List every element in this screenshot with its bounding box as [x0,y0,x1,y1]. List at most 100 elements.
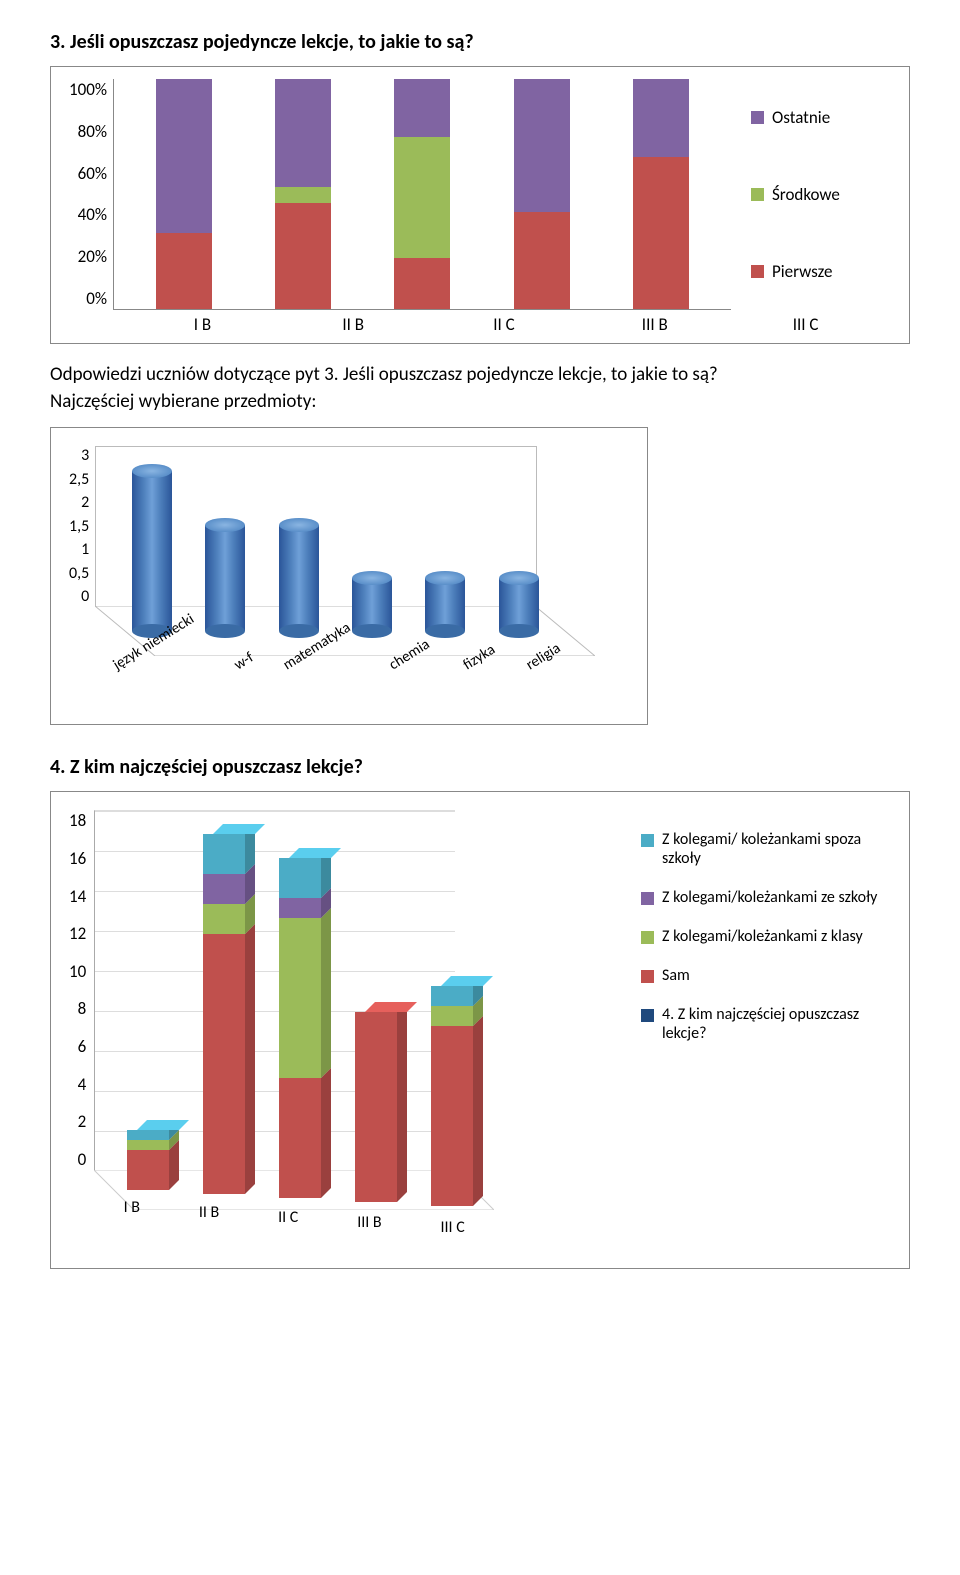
c3-xtick: I B [124,1198,140,1248]
c3-seg-sam [355,1012,397,1202]
c2-xtick: chemia [386,636,455,710]
chart-q4: 024681012141618 I BII BII CIII BIII C Z … [50,791,910,1269]
c3-seg-spoza [203,834,245,874]
ytick: 6 [78,1036,87,1057]
legend-item: Sam [641,966,891,985]
ytick: 18 [69,810,86,831]
c3-seg-sam [279,1078,321,1198]
c1-seg-srodkowe [275,187,331,203]
c1-seg-pierwsze [394,258,450,309]
legend-label: Z kolegami/ koleżankami spoza szkoły [662,830,891,868]
ytick: 10 [69,961,86,982]
c1-seg-ostatnie [514,79,570,212]
ytick: 2,5 [69,470,89,489]
c3-seg-szkola [279,898,321,918]
cylinder-bar [352,578,392,631]
legend-item: Z kolegami/koleżankami z klasy [641,927,891,946]
xtick: II B [325,314,381,335]
c3-column [279,858,321,1198]
c3-seg-szkola [203,874,245,904]
c3-xtick: III C [440,1218,464,1268]
c3-seg-sam [203,934,245,1194]
cylinder-bar [132,471,172,631]
swatch [641,970,654,983]
c3-seg-spoza [127,1130,169,1140]
ytick: 14 [69,886,86,907]
ytick: 100% [69,79,107,100]
legend-item: Z kolegami/koleżankami ze szkoły [641,888,891,907]
xtick: III B [627,314,683,335]
c1-column [275,79,331,309]
c3-legend: Z kolegami/ koleżankami spoza szkoły Z ko… [621,810,891,1250]
c1-column [514,79,570,309]
c1-seg-pierwsze [514,212,570,309]
c3-xtick: III B [357,1213,381,1263]
cylinder-bar [425,578,465,631]
ytick: 0 [81,587,89,606]
c1-seg-ostatnie [156,79,212,233]
c3-column [431,986,473,1206]
c1-yaxis: 100% 80% 60% 40% 20% 0% [69,79,113,309]
legend-label: Z kolegami/koleżankami z klasy [662,927,863,946]
ytick: 1,5 [69,517,89,536]
chart-q3: 100% 80% 60% 40% 20% 0% Ostatnie Środkow… [50,66,910,344]
ytick: 2 [81,493,89,512]
c3-seg-sam [127,1150,169,1190]
c1-seg-ostatnie [633,79,689,157]
intertext-line2: Najczęściej wybierane przedmioty: [50,390,316,413]
c3-seg-klasa [431,1006,473,1026]
cylinder-bar [279,525,319,632]
swatch-ostatnie [751,111,764,124]
q3-title: 3. Jeśli opuszczasz pojedyncze lekcje, t… [50,30,910,54]
swatch [641,834,654,847]
intertext-line1: Odpowiedzi uczniów dotyczące pyt 3. Jeśl… [50,363,718,386]
swatch-srodkowe [751,188,764,201]
c3-column [203,834,245,1194]
c1-seg-srodkowe [394,137,450,259]
ytick: 3 [81,446,89,465]
c2-xtick: w-f [231,649,279,710]
c3-plot: I BII BII CIII BIII C [94,810,621,1250]
c3-yaxis: 024681012141618 [69,810,94,1170]
c3-xtick: II C [278,1208,298,1258]
legend-item: 4. Z kim najczęściej opuszczasz lekcje? [641,1005,891,1043]
c2-plot: język niemieckiw-fmatematykachemiafizyka… [95,446,629,706]
legend-pierwsze: Pierwsze [751,261,891,282]
c1-seg-pierwsze [156,233,212,309]
swatch [641,931,654,944]
c3-seg-spoza [279,858,321,898]
ytick: 1 [81,540,89,559]
ytick: 12 [69,923,86,944]
xtick: II C [476,314,532,335]
legend-label: Ostatnie [772,107,830,128]
c3-xtick: II B [199,1203,219,1253]
ytick: 0 [78,1149,87,1170]
c3-seg-klasa [127,1140,169,1150]
ytick: 20% [78,246,107,267]
c1-column [394,79,450,309]
c2-yaxis: 3 2,5 2 1,5 1 0,5 0 [69,446,95,606]
c1-legend: Ostatnie Środkowe Pierwsze [731,79,891,310]
c3-column [127,1130,169,1190]
c1-seg-pierwsze [275,203,331,309]
legend-item: Z kolegami/ koleżankami spoza szkoły [641,830,891,868]
c3-seg-sam [431,1026,473,1206]
c1-seg-ostatnie [394,79,450,137]
c1-column [633,79,689,309]
q4-title: 4. Z kim najczęściej opuszczasz lekcje? [50,755,910,779]
xtick: III C [778,314,834,335]
c1-xlabels: I B II B II C III B III C [117,310,891,335]
c3-xlabels: I BII BII CIII BIII C [94,1198,494,1248]
legend-label: Środkowe [772,184,840,205]
ytick: 80% [78,121,107,142]
legend-label: Pierwsze [772,261,832,282]
c1-seg-pierwsze [633,157,689,309]
ytick: 2 [78,1111,87,1132]
ytick: 40% [78,204,107,225]
legend-label: 4. Z kim najczęściej opuszczasz lekcje? [662,1005,891,1043]
c1-column [156,79,212,309]
xtick: I B [174,314,230,335]
c3-seg-klasa [279,918,321,1078]
intertext: Odpowiedzi uczniów dotyczące pyt 3. Jeśl… [50,362,910,415]
ytick: 8 [78,998,87,1019]
